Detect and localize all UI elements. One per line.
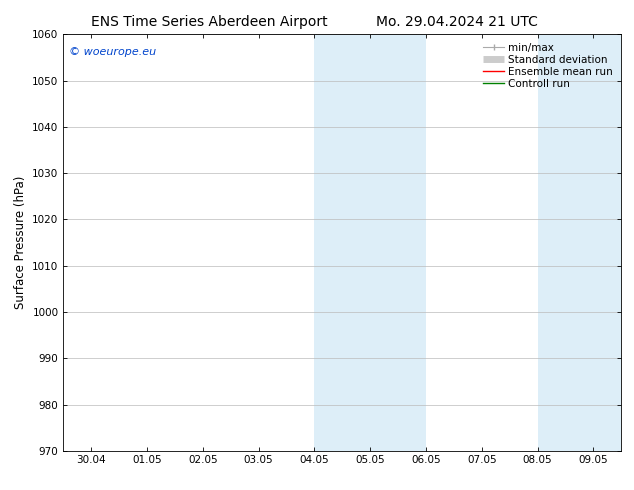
Y-axis label: Surface Pressure (hPa): Surface Pressure (hPa) [14, 176, 27, 309]
Text: Mo. 29.04.2024 21 UTC: Mo. 29.04.2024 21 UTC [375, 15, 538, 29]
Bar [370, 34, 426, 451]
Text: ENS Time Series Aberdeen Airport: ENS Time Series Aberdeen Airport [91, 15, 328, 29]
Legend: min/max, Standard deviation, Ensemble mean run, Controll run: min/max, Standard deviation, Ensemble me… [480, 40, 616, 92]
Bar [538, 34, 593, 451]
Bar [314, 34, 370, 451]
Text: © woeurope.eu: © woeurope.eu [69, 47, 156, 57]
Bar [593, 34, 621, 451]
